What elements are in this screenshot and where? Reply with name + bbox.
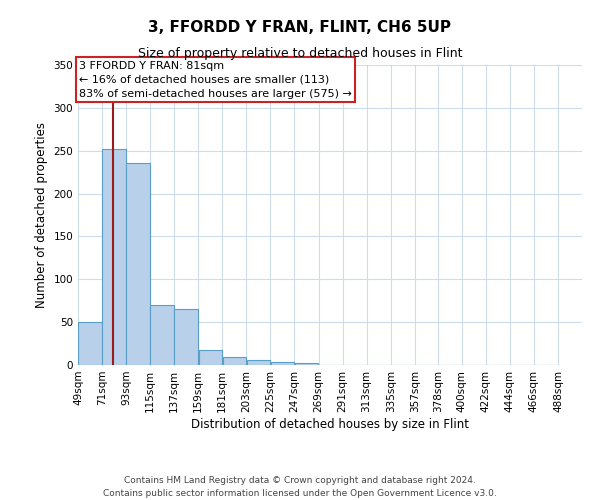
Text: Contains public sector information licensed under the Open Government Licence v3: Contains public sector information licen… xyxy=(103,488,497,498)
Bar xyxy=(175,310,198,365)
Bar xyxy=(151,305,174,365)
Bar xyxy=(295,364,318,365)
Bar xyxy=(223,358,246,365)
Text: Size of property relative to detached houses in Flint: Size of property relative to detached ho… xyxy=(138,48,462,60)
Bar xyxy=(271,362,294,365)
Text: Contains HM Land Registry data © Crown copyright and database right 2024.: Contains HM Land Registry data © Crown c… xyxy=(124,476,476,485)
Y-axis label: Number of detached properties: Number of detached properties xyxy=(35,122,48,308)
Text: 3 FFORDD Y FRAN: 81sqm
← 16% of detached houses are smaller (113)
83% of semi-de: 3 FFORDD Y FRAN: 81sqm ← 16% of detached… xyxy=(79,60,352,98)
Bar xyxy=(199,350,222,365)
Text: 3, FFORDD Y FRAN, FLINT, CH6 5UP: 3, FFORDD Y FRAN, FLINT, CH6 5UP xyxy=(149,20,452,35)
Bar xyxy=(127,162,150,365)
Bar xyxy=(247,360,270,365)
X-axis label: Distribution of detached houses by size in Flint: Distribution of detached houses by size … xyxy=(191,418,469,430)
Bar xyxy=(78,322,102,365)
Bar xyxy=(103,149,126,365)
